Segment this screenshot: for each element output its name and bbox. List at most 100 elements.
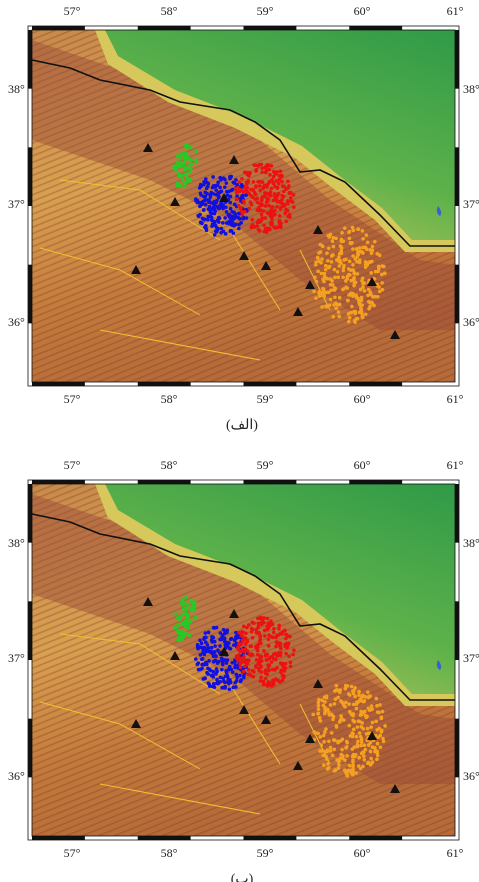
event-dot	[267, 669, 271, 673]
frame-tick	[455, 719, 459, 778]
event-dot	[242, 625, 246, 629]
event-dot	[209, 211, 213, 215]
event-dot	[255, 628, 259, 632]
event-dot	[286, 186, 290, 190]
event-dot	[255, 168, 259, 172]
event-dot	[344, 286, 348, 290]
frame-tick	[244, 26, 297, 30]
event-dot	[351, 263, 355, 267]
event-dot	[256, 649, 260, 653]
event-dot	[265, 628, 269, 632]
event-dot	[206, 672, 210, 676]
event-dot	[348, 764, 352, 768]
event-dot	[207, 649, 211, 653]
event-dot	[383, 271, 387, 275]
event-dot	[244, 647, 248, 651]
event-dot	[357, 693, 361, 697]
event-dot	[325, 305, 329, 309]
event-dot	[184, 607, 188, 611]
event-dot	[361, 727, 365, 731]
event-dot	[326, 767, 330, 771]
x-tick-label: 61°	[447, 4, 464, 18]
event-dot	[218, 186, 222, 190]
event-dot	[207, 200, 211, 204]
event-dot	[193, 617, 197, 621]
event-dot	[314, 263, 318, 267]
frame-tick	[349, 836, 402, 840]
event-dot	[326, 762, 330, 766]
event-dot	[252, 670, 256, 674]
event-dot	[262, 649, 266, 653]
event-dot	[343, 758, 347, 762]
event-dot	[215, 670, 219, 674]
event-dot	[352, 745, 356, 749]
event-dot	[182, 185, 186, 189]
event-dot	[185, 622, 189, 626]
event-dot	[358, 261, 362, 265]
event-dot	[316, 256, 320, 260]
event-dot	[228, 201, 232, 205]
event-dot	[357, 764, 361, 768]
event-dot	[225, 181, 229, 185]
event-dot	[245, 182, 249, 186]
event-dot	[324, 264, 328, 268]
event-dot	[219, 637, 223, 641]
event-dot	[246, 639, 250, 643]
event-dot	[263, 194, 267, 198]
x-tick-label: 59°	[257, 458, 274, 472]
event-dot	[357, 756, 361, 760]
event-dot	[247, 171, 251, 175]
event-dot	[235, 679, 239, 683]
event-dot	[252, 180, 256, 184]
event-dot	[198, 638, 202, 642]
event-dot	[339, 718, 343, 722]
event-dot	[233, 666, 237, 670]
event-dot	[270, 221, 274, 225]
event-dot	[231, 181, 235, 185]
event-dot	[377, 265, 381, 269]
event-dot	[272, 182, 276, 186]
event-dot	[341, 275, 345, 279]
event-dot	[275, 205, 279, 209]
event-dot	[277, 624, 281, 628]
event-dot	[247, 207, 251, 211]
event-dot	[207, 631, 211, 635]
event-dot	[348, 237, 352, 241]
event-dot	[356, 227, 360, 231]
event-dot	[371, 721, 375, 725]
event-dot	[380, 273, 384, 277]
event-dot	[188, 170, 192, 174]
y-tick-label: 38°	[8, 536, 25, 550]
event-dot	[345, 741, 349, 745]
event-dot	[378, 734, 382, 738]
event-dot	[366, 240, 370, 244]
event-dot	[229, 207, 233, 211]
event-dot	[193, 605, 197, 609]
event-dot	[285, 633, 289, 637]
event-dot	[375, 704, 379, 708]
event-dot	[185, 176, 189, 180]
event-dot	[362, 754, 366, 758]
event-dot	[340, 251, 344, 255]
event-dot	[373, 240, 377, 244]
event-dot	[273, 668, 277, 672]
event-dot	[211, 674, 215, 678]
event-dot	[329, 298, 333, 302]
event-dot	[279, 671, 283, 675]
event-dot	[286, 209, 290, 213]
event-dot	[214, 654, 218, 658]
event-dot	[291, 653, 295, 657]
event-dot	[258, 635, 262, 639]
event-dot	[325, 750, 329, 754]
event-dot	[365, 233, 369, 237]
event-dot	[348, 316, 352, 320]
event-dot	[213, 685, 217, 689]
event-dot	[242, 670, 246, 674]
frame-tick	[32, 382, 85, 386]
event-dot	[367, 288, 371, 292]
event-dot	[213, 644, 217, 648]
event-dot	[209, 669, 213, 673]
event-dot	[237, 659, 241, 663]
frame-tick	[455, 484, 459, 543]
event-dot	[260, 163, 264, 167]
